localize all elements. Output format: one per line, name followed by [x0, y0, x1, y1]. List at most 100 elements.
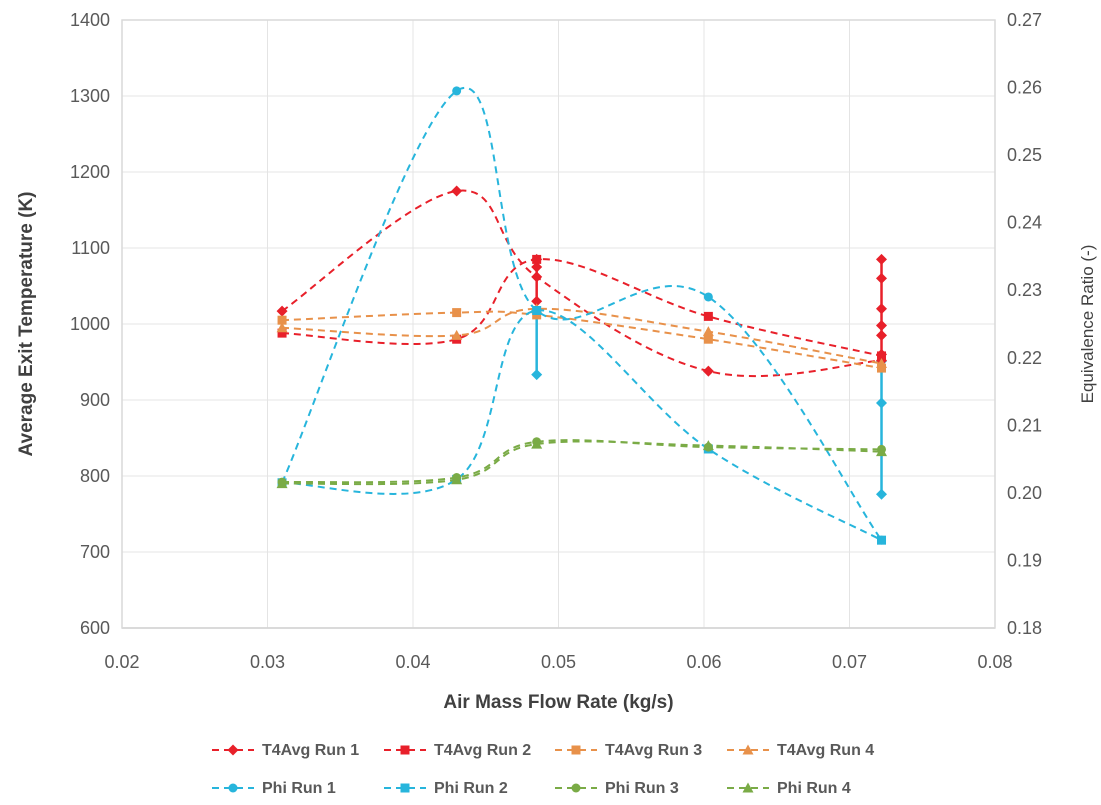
legend-item: T4Avg Run 2 — [384, 742, 531, 759]
legend-label: T4Avg Run 2 — [434, 742, 531, 759]
x-tick-label: 0.02 — [104, 652, 139, 672]
data-point — [532, 254, 542, 264]
legend-item: T4Avg Run 3 — [555, 742, 702, 759]
spread-point — [531, 369, 543, 381]
legend-swatch-marker — [227, 744, 239, 756]
series-line — [282, 310, 882, 370]
y2-tick-label: 0.20 — [1007, 483, 1042, 503]
series-line — [282, 309, 882, 542]
series-line — [281, 189, 882, 378]
data-point — [877, 351, 887, 361]
y-tick-label: 1000 — [70, 314, 110, 334]
data-point — [876, 358, 888, 369]
legend-label: Phi Run 3 — [605, 780, 679, 797]
x-tick-labels: 0.02 0.03 0.04 0.05 0.06 0.07 0.08 — [104, 652, 1012, 672]
legend-label: T4Avg Run 3 — [605, 742, 702, 759]
x-tick-label: 0.06 — [686, 652, 721, 672]
spread-point — [876, 397, 888, 409]
y2-tick-label: 0.25 — [1007, 145, 1042, 165]
data-point — [277, 328, 287, 338]
legend: T4Avg Run 1 T4Avg Run 2 T4Avg Run 3 T4Avg R… — [212, 742, 874, 797]
data-point — [702, 365, 714, 377]
data-point — [532, 305, 542, 315]
x-tick-label: 0.08 — [977, 652, 1012, 672]
data-point — [877, 535, 887, 545]
y-tick-label: 700 — [80, 542, 110, 562]
legend-item: Phi Run 2 — [384, 780, 508, 797]
data-point — [276, 478, 288, 489]
y2-tick-label: 0.21 — [1007, 415, 1042, 435]
plot-area-frame — [121, 19, 996, 629]
y2-tick-label: 0.18 — [1007, 618, 1042, 638]
legend-item: T4Avg Run 4 — [727, 742, 874, 759]
y2-tick-label: 0.23 — [1007, 280, 1042, 300]
x-tick-label: 0.05 — [541, 652, 576, 672]
y2-tick-label: 0.26 — [1007, 78, 1042, 98]
legend-item: Phi Run 4 — [727, 780, 851, 797]
y2-tick-label: 0.24 — [1007, 213, 1042, 233]
spread-point — [876, 329, 888, 341]
series-t4avg-run-4 — [276, 303, 888, 369]
y-tick-label: 600 — [80, 618, 110, 638]
y-tick-label: 1300 — [70, 86, 110, 106]
data-point — [451, 329, 463, 340]
y-axis-title: Average Exit Temperature (K) — [16, 191, 37, 456]
spread-point — [876, 320, 888, 332]
x-tick-label: 0.04 — [395, 652, 430, 672]
legend-swatch-marker — [400, 745, 410, 755]
series-t4avg-run-3 — [277, 308, 887, 373]
legend-item: Phi Run 1 — [212, 780, 336, 797]
series-line — [282, 307, 882, 365]
y-tick-label: 1400 — [70, 10, 110, 30]
data-point — [451, 474, 463, 485]
y2-axis-title: Equivalence Ratio (-) — [1078, 245, 1097, 404]
series-line — [282, 258, 882, 357]
spread-point — [531, 295, 543, 307]
spread-point — [876, 488, 888, 500]
spread-point — [876, 303, 888, 315]
data-point — [702, 440, 714, 451]
legend-item: T4Avg Run 1 — [212, 742, 359, 759]
spread-point — [876, 253, 888, 265]
spread-point — [531, 261, 543, 273]
y2-tick-label: 0.19 — [1007, 550, 1042, 570]
legend-swatch-marker — [400, 783, 410, 793]
legend-swatch-marker — [571, 745, 581, 755]
y-tick-labels: 600 700 800 900 1000 1100 1200 1300 1400 — [70, 10, 110, 638]
data-point — [703, 334, 713, 344]
data-point — [451, 185, 463, 197]
legend-label: Phi Run 4 — [777, 780, 851, 797]
data-point — [703, 311, 713, 321]
y-tick-label: 900 — [80, 390, 110, 410]
data-point — [703, 292, 713, 302]
y-tick-label: 800 — [80, 466, 110, 486]
series-phi-run-4 — [276, 438, 888, 489]
legend-label: T4Avg Run 4 — [777, 742, 874, 759]
data-point — [452, 86, 462, 96]
data-point — [277, 315, 287, 325]
y2-tick-label: 0.27 — [1007, 10, 1042, 30]
legend-label: Phi Run 1 — [262, 780, 336, 797]
x-axis-title: Air Mass Flow Rate (kg/s) — [443, 692, 673, 713]
data-point — [531, 438, 543, 449]
data-point — [876, 446, 888, 457]
gridlines — [121, 19, 996, 629]
series-line — [282, 440, 882, 486]
x-tick-label: 0.07 — [832, 652, 867, 672]
data-point — [452, 308, 462, 318]
series-t4avg-run-2 — [277, 254, 887, 361]
data-point — [276, 305, 288, 317]
legend-swatch-marker — [571, 783, 581, 793]
series-phi-run-3 — [277, 437, 887, 487]
data-point — [877, 363, 887, 373]
legend-swatch-marker — [742, 744, 754, 755]
y-tick-label: 1100 — [71, 238, 110, 258]
y2-tick-label: 0.22 — [1007, 348, 1042, 368]
legend-swatch-marker — [742, 782, 754, 793]
spread-point — [876, 272, 888, 284]
legend-label: Phi Run 2 — [434, 780, 508, 797]
data-point — [702, 326, 714, 337]
series-group — [276, 86, 888, 545]
data-point — [276, 322, 288, 333]
